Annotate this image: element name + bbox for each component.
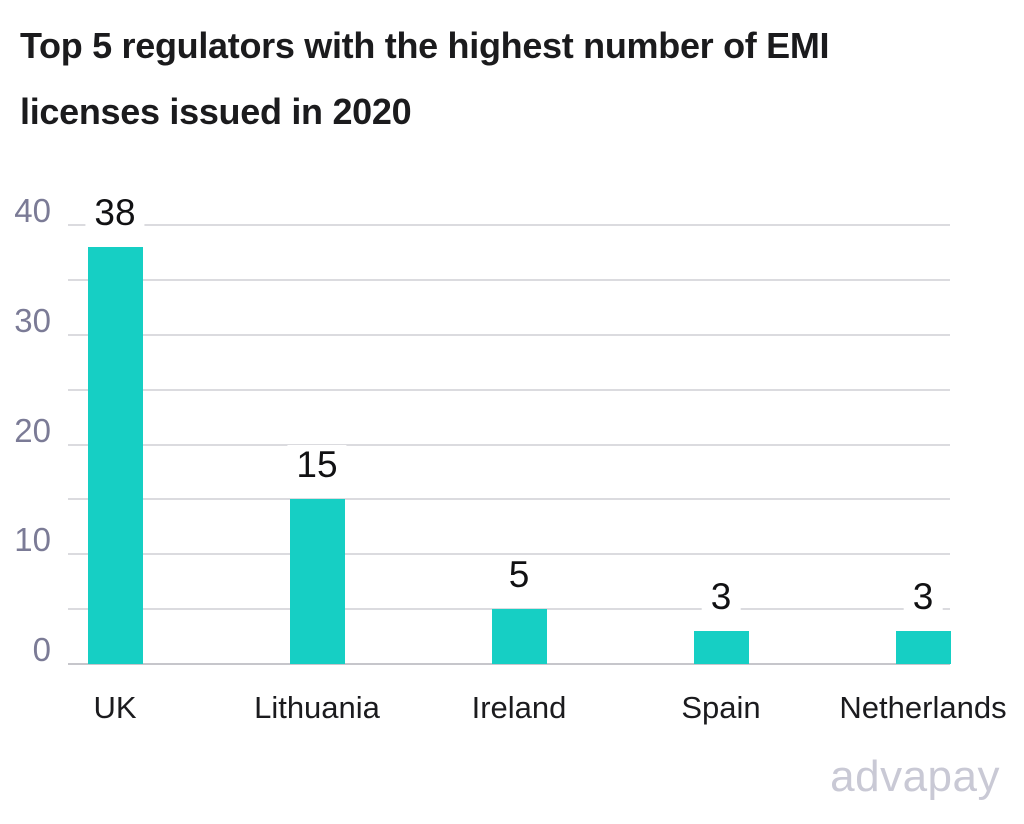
- bar-value-label: 3: [701, 577, 741, 618]
- bar-lithuania: [289, 499, 345, 664]
- x-axis-category-label: Spain: [681, 690, 761, 725]
- x-axis-category-label: Ireland: [471, 690, 567, 725]
- gridline: [68, 224, 950, 226]
- chart-title-line-1: Top 5 regulators with the highest number…: [20, 25, 830, 66]
- chart-title-line-2: licenses issued in 2020: [20, 91, 412, 132]
- bar-spain: [693, 631, 749, 664]
- y-axis-tick-label: 40: [14, 192, 51, 229]
- advapay-logo: advapay: [830, 752, 1000, 801]
- bar-uk: [87, 246, 143, 664]
- bar-value-label: 38: [85, 192, 145, 233]
- y-axis-tick-label: 0: [32, 631, 51, 668]
- gridline: [68, 388, 950, 391]
- gridline: [68, 278, 950, 281]
- gridline: [68, 498, 950, 501]
- y-axis-tick-label: 20: [14, 411, 51, 449]
- chart-title: Top 5 regulators with the highest number…: [20, 13, 830, 145]
- bar-value-label: 5: [499, 555, 539, 596]
- gridline: [68, 443, 950, 446]
- bar-value-label: 3: [903, 577, 943, 618]
- x-axis-category-label: Lithuania: [254, 690, 380, 725]
- x-axis-category-label: Netherlands: [839, 690, 1007, 725]
- bar-ireland: [491, 609, 547, 664]
- bar-value-label: 15: [287, 445, 347, 486]
- bar-netherlands: [895, 631, 951, 664]
- x-axis-baseline: [68, 663, 950, 665]
- y-axis-tick-label: 30: [14, 301, 51, 339]
- gridline: [68, 553, 950, 556]
- gridline: [68, 333, 950, 336]
- y-axis-tick-label: 10: [14, 521, 51, 559]
- x-axis-category-label: UK: [93, 690, 137, 725]
